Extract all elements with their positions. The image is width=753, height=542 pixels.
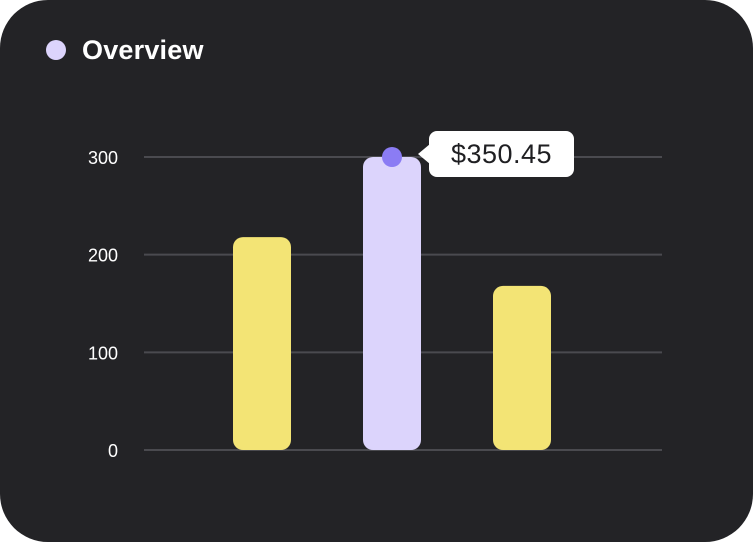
markers xyxy=(382,147,402,167)
y-tick-label: 300 xyxy=(88,148,118,168)
y-axis-ticks: 0 100 200 300 xyxy=(88,148,118,461)
highlight-marker xyxy=(382,147,402,167)
value-tooltip: $350.45 xyxy=(429,131,574,177)
y-tick-label: 0 xyxy=(108,441,118,461)
tooltip-arrow-icon xyxy=(418,144,430,164)
bar[interactable] xyxy=(363,157,421,450)
legend-dot-icon xyxy=(46,40,66,60)
y-tick-label: 100 xyxy=(88,343,118,363)
y-tick-label: 200 xyxy=(88,246,118,266)
bar[interactable] xyxy=(233,237,291,450)
bar[interactable] xyxy=(493,285,551,450)
bars xyxy=(233,157,551,450)
chart-title: Overview xyxy=(82,35,204,65)
